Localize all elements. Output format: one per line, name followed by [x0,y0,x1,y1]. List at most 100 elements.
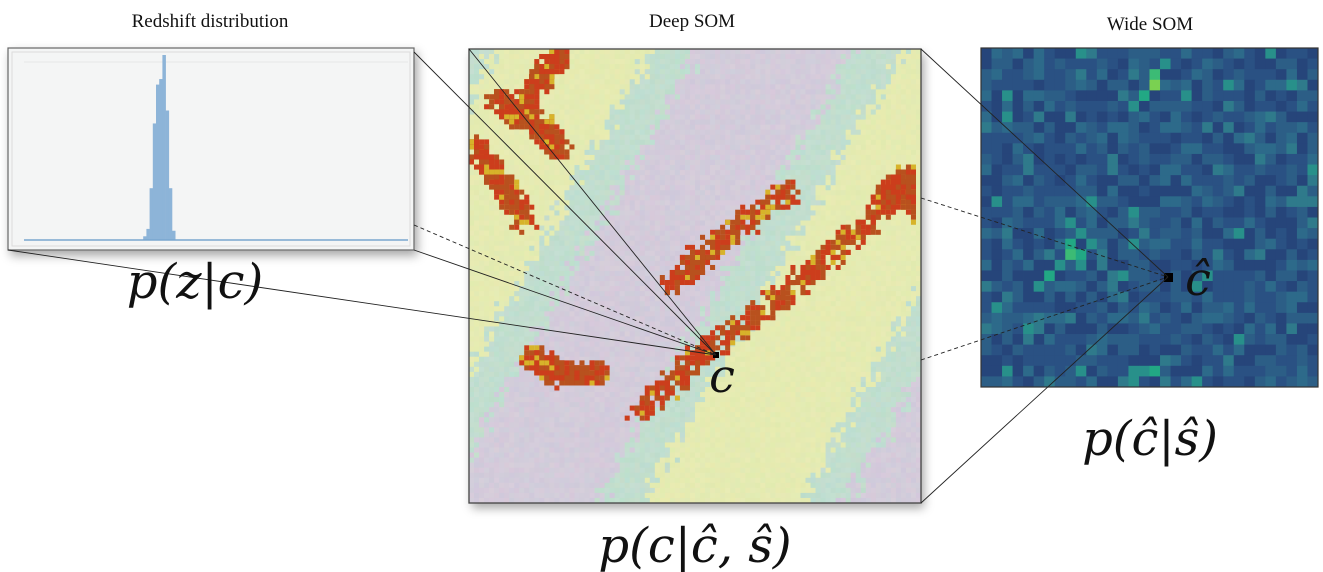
deep-som-cell [830,104,837,110]
deep-som-cell [715,89,721,95]
deep-som-cell [619,134,626,141]
deep-som-cell [815,220,821,226]
deep-som-cell [624,190,631,196]
deep-som-cell [564,286,570,292]
deep-som-cell [720,200,726,206]
deep-som-cell [835,119,842,126]
deep-som-cell [855,124,862,131]
deep-som-cell [609,281,616,287]
deep-som-cell [910,124,917,131]
deep-som-cell [790,245,796,252]
deep-som-cell [609,311,616,317]
deep-som-cell [760,104,766,110]
deep-som-cell [499,326,505,332]
deep-som-cell [815,144,821,151]
deep-som-cell [885,104,892,110]
deep-som-cell [684,64,691,70]
deep-som-cell [674,190,681,196]
deep-som-cell [705,170,711,176]
deep-som-cell [584,154,590,161]
deep-som-cell [910,154,917,161]
deep-som-cell [524,159,530,166]
deep-som-cell [740,89,746,95]
deep-som-cell [825,255,831,262]
deep-som-cell [890,250,897,257]
deep-som-cell [594,286,600,292]
deep-som-cell [710,134,716,141]
deep-som-cell [639,79,646,85]
deep-som-cell [554,84,560,90]
deep-som-cell [795,104,801,110]
deep-som-cell [569,84,575,90]
deep-som-cell [800,190,806,196]
deep-som-cell [634,159,641,166]
deep-som-cell [850,59,857,65]
deep-som-cell [880,109,887,115]
deep-som-cell [619,114,626,121]
deep-som-cell [604,270,611,277]
deep-som-cell [700,175,706,181]
deep-som-cell [674,321,681,327]
deep-som-cell [780,69,786,75]
deep-som-cell [890,245,897,252]
deep-som-cell [634,144,641,151]
deep-som-cell [770,89,776,95]
deep-som-cell [684,54,691,60]
deep-som-cell [669,245,676,252]
deep-som-cell [649,74,656,80]
deep-som-cell [594,134,600,141]
deep-som-cell [649,321,656,327]
deep-som-cell [825,306,831,312]
deep-som-cell [810,104,816,110]
deep-som-cell [765,109,771,115]
deep-som-cell [529,235,535,242]
deep-som-cell [564,225,570,231]
deep-som-cell [589,190,595,196]
deep-som-cell [679,165,686,171]
deep-som-cell [679,225,686,231]
deep-som-cell [720,139,726,146]
deep-som-cell [504,326,510,332]
deep-som-cell [659,139,666,146]
deep-som-cell [880,276,887,282]
deep-som-cell [885,74,892,80]
deep-som-cell [554,255,560,262]
deep-som-cell [554,104,560,110]
deep-som-cell [529,230,535,237]
deep-som-cell [825,165,831,171]
deep-som-cell [669,154,676,161]
deep-som-cell [815,69,821,75]
deep-som-cell [534,205,540,211]
deep-som-cell [760,79,766,85]
deep-som-cell [870,149,877,156]
deep-som-cell [875,265,882,272]
deep-som-cell [534,265,540,272]
deep-som-cell [519,79,525,85]
deep-som-cell [775,165,781,171]
deep-som-cell [820,281,826,287]
deep-som-cell [484,79,490,85]
deep-som-cell [474,124,480,131]
deep-som-cell [469,149,475,156]
deep-som-cell [745,74,751,80]
deep-som-cell [599,99,605,105]
deep-som-cell [679,175,686,181]
deep-som-cell [669,195,676,201]
deep-som-cell [780,316,786,322]
deep-som-cell [730,255,736,262]
deep-som-cell [745,149,751,156]
deep-som-cell [730,154,736,161]
deep-som-cell [654,74,661,80]
deep-som-cell [584,281,590,287]
deep-som-cell [705,59,711,65]
deep-som-cell [760,286,766,292]
deep-som-cell [504,144,510,151]
deep-som-cell [519,195,525,201]
deep-som-cell [695,225,701,231]
deep-som-cell [705,306,711,312]
deep-som-cell [765,119,771,126]
deep-som-cell [479,215,485,221]
deep-som-cell [875,235,882,242]
deep-som-cell [574,321,580,327]
deep-som-cell [609,119,616,126]
